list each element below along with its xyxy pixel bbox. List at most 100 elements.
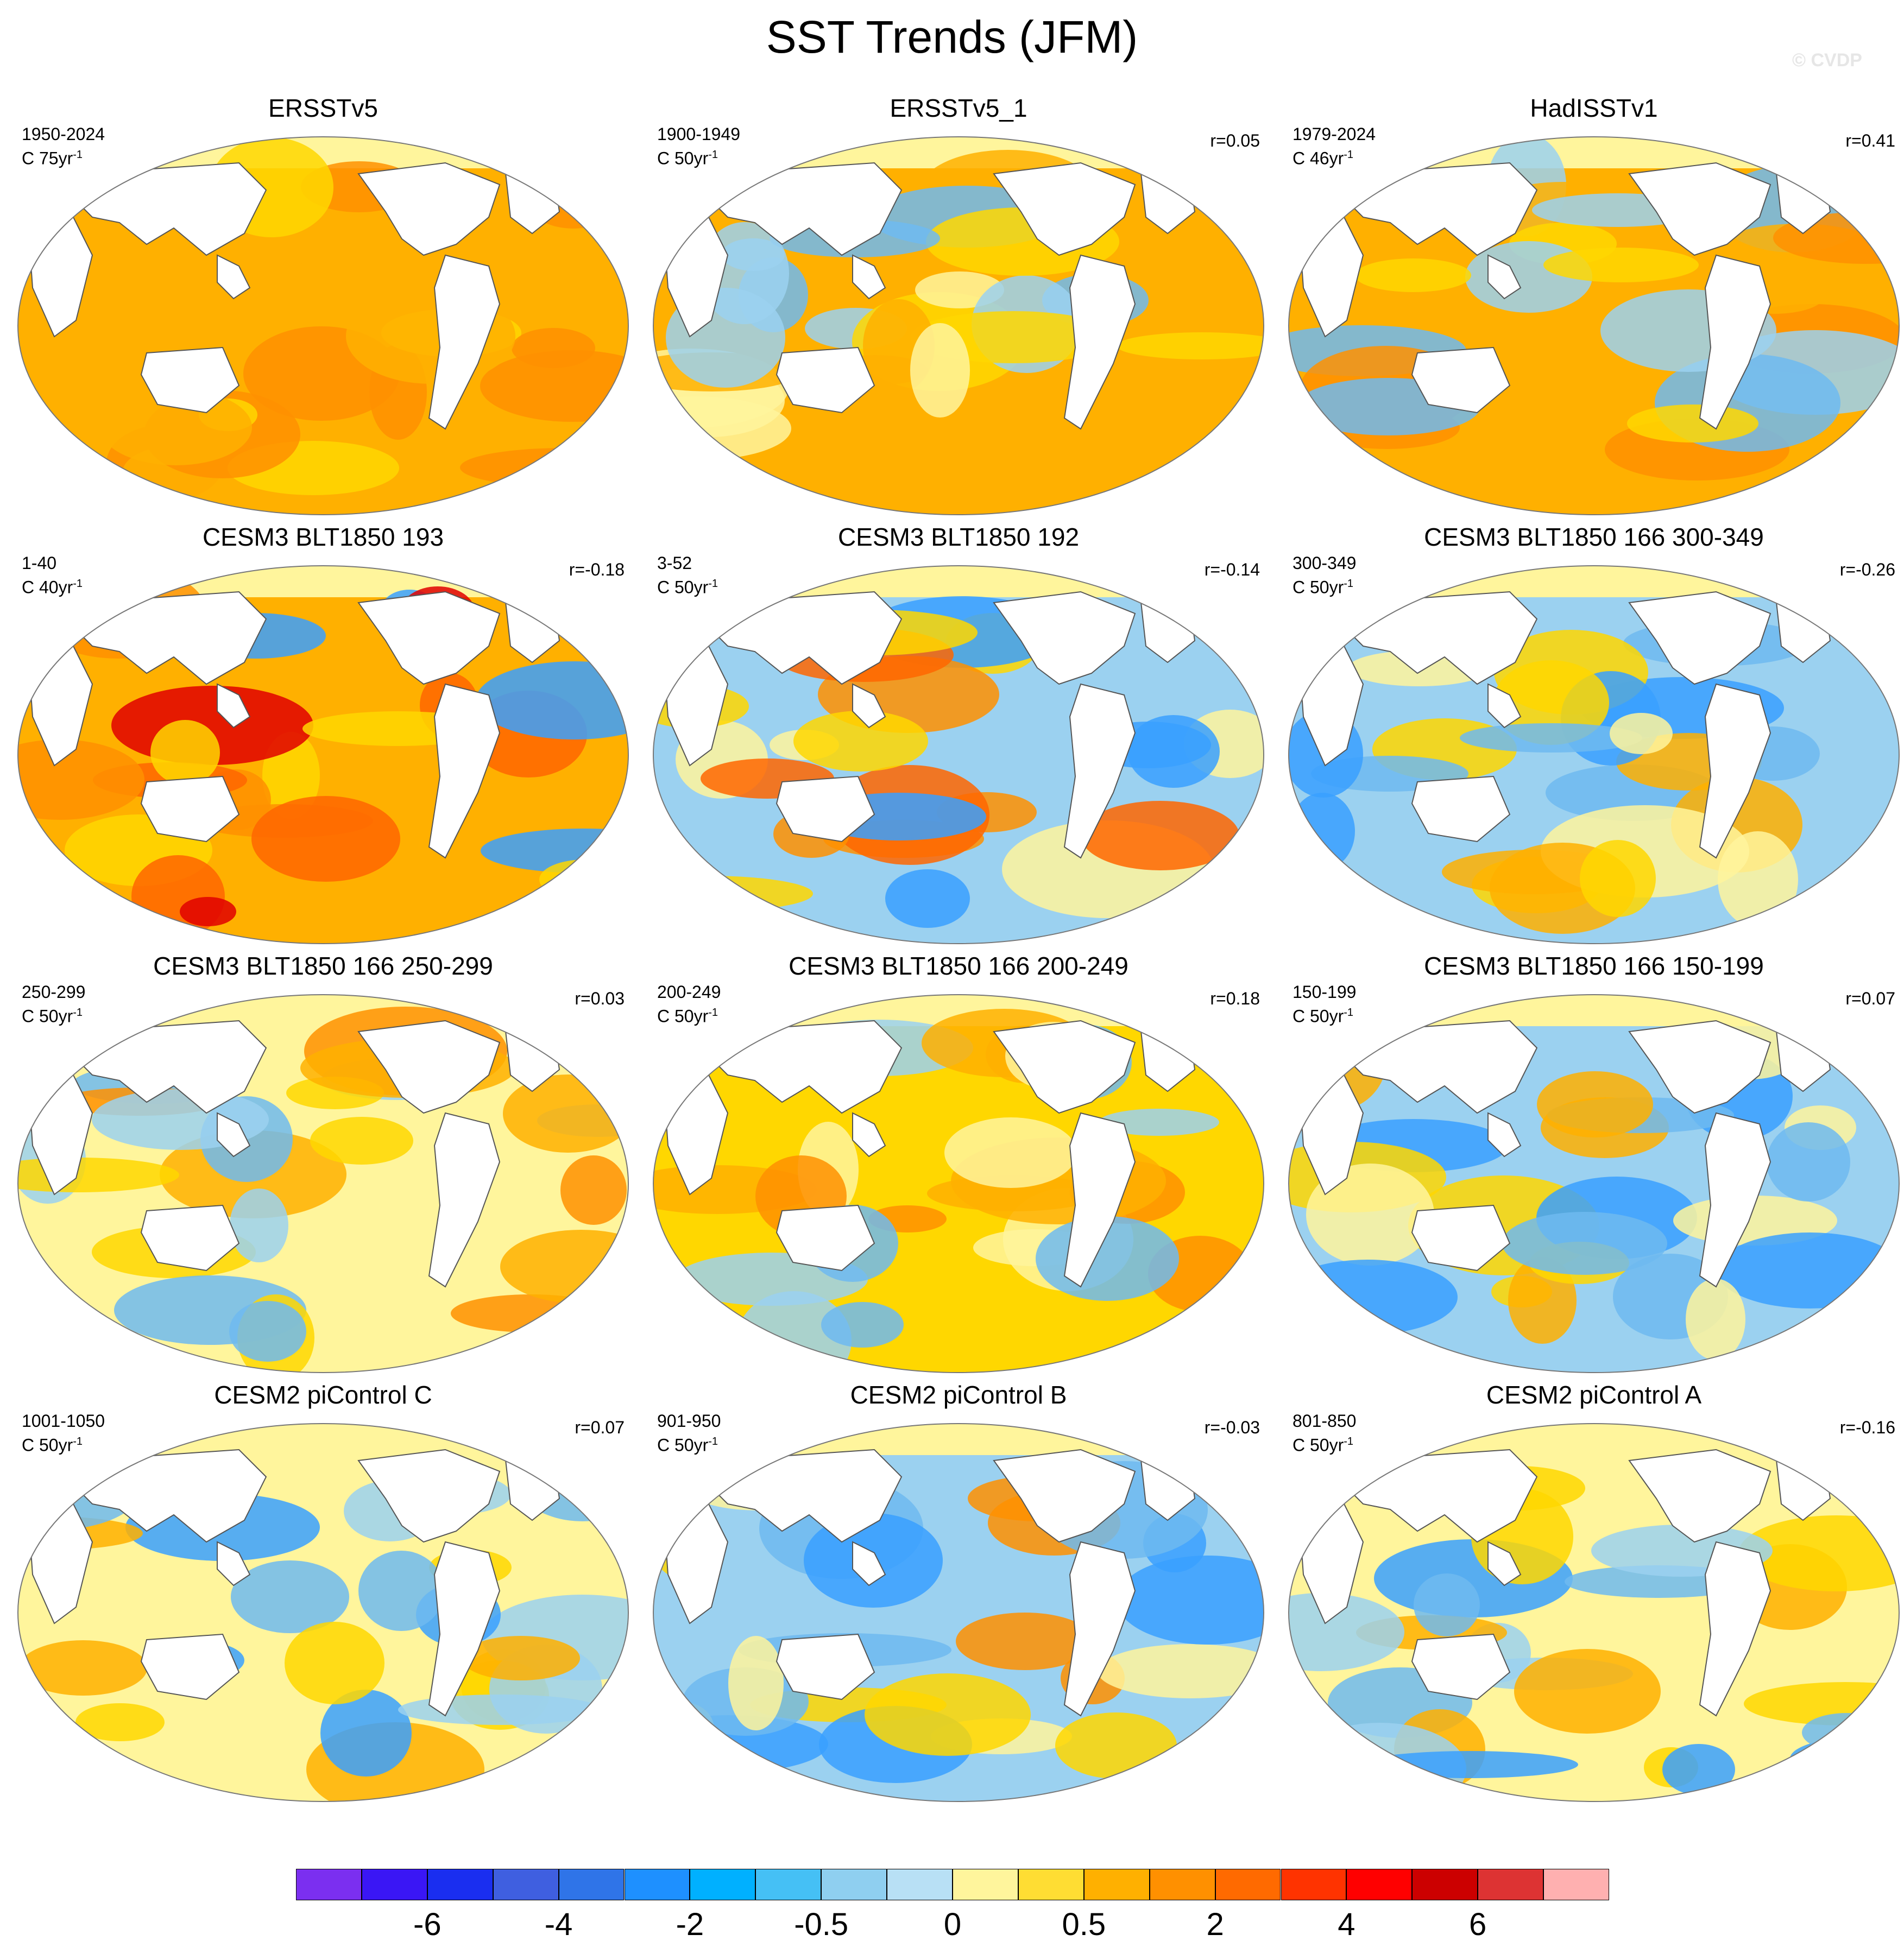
anomaly-patch (944, 1117, 1077, 1188)
panel-title: CESM3 BLT1850 192 (837, 523, 1080, 551)
land-mass (217, 1112, 251, 1158)
colorbar-swatch (624, 1869, 690, 1900)
colorbar-swatch (493, 1869, 559, 1900)
colorbar-swatch (953, 1869, 1018, 1900)
anomaly-patch (150, 720, 220, 785)
map-panel: CESM2 piControl C 1001-1050 C 50yr-1 r=0.07 (11, 1379, 635, 1808)
land-mass (1487, 1112, 1522, 1158)
map-outline (17, 1423, 629, 1802)
robinson-map (653, 994, 1264, 1373)
anomaly-patch (1493, 660, 1609, 745)
anomaly-patch (358, 1551, 444, 1631)
colorbar-swatch (1215, 1869, 1281, 1900)
colorbar-swatch (887, 1869, 953, 1900)
period-label: 150-199 (1293, 982, 1357, 1002)
anomaly-patch (180, 897, 236, 926)
pattern-correlation: r=-0.16 (1839, 1418, 1895, 1437)
colorbar-swatch (1543, 1869, 1609, 1900)
anomaly-patch (1767, 1122, 1850, 1202)
colorbar-tick-label: 4 (1338, 1907, 1356, 1942)
map-panel: CESM3 BLT1850 166 200-249 200-249 C 50yr-1… (646, 950, 1271, 1379)
anomaly-patch (885, 869, 970, 928)
anomaly-patch (18, 1158, 179, 1192)
anomaly-patch (462, 1636, 580, 1680)
land-mass (1411, 1633, 1511, 1701)
map-panel: CESM3 BLT1850 166 150-199 150-199 C 50yr-1… (1282, 950, 1904, 1379)
anomaly-patch (1055, 1712, 1177, 1779)
colorbar-tick-label: -0.5 (794, 1907, 849, 1942)
map-panel: CESM3 BLT1850 192 3-52 C 50yr-1 r=-0.14 (646, 521, 1271, 950)
robinson-map (1288, 136, 1900, 515)
anomaly-patch (1460, 723, 1642, 753)
panel-title: ERSSTv5_1 (890, 94, 1027, 122)
land-mass (705, 1020, 903, 1114)
colorbar-swatch (296, 1869, 362, 1900)
arctic-band (1289, 566, 1899, 597)
land-mass (1340, 591, 1538, 685)
anomaly-patch (451, 1294, 610, 1332)
anomaly-patch (1717, 1232, 1899, 1308)
land-mass (1411, 1204, 1511, 1272)
land-mass (1340, 1449, 1538, 1543)
map-outline (1288, 136, 1900, 515)
map-panel: CESM3 BLT1850 193 1-40 C 40yr-1 r=-0.18 (11, 521, 635, 950)
anomaly-patch (1580, 840, 1656, 917)
colorbar-tick-label: 0.5 (1062, 1907, 1106, 1942)
anomaly-patch (503, 1074, 628, 1153)
land-mass (993, 1449, 1136, 1543)
pattern-correlation: r=0.18 (1210, 989, 1260, 1008)
anomaly-patch (476, 661, 628, 739)
land-mass (1628, 1449, 1771, 1543)
map-panel: HadISSTv1 1979-2024 C 46yr-1 r=0.41 (1282, 92, 1904, 521)
land-mass (428, 1112, 501, 1288)
robinson-map (653, 1423, 1264, 1802)
colorbar-tick-label: -4 (544, 1907, 573, 1942)
units-label: C 50yr-1 (1293, 1435, 1354, 1455)
land-mass (1699, 1541, 1771, 1717)
anomaly-patch (229, 1301, 306, 1362)
anomaly-patch (18, 739, 144, 820)
land-mass (1063, 1541, 1136, 1717)
land-mass (217, 1541, 251, 1586)
map-outline (17, 136, 629, 515)
colorbar-swatch (1478, 1869, 1544, 1900)
anomaly-patch (728, 1636, 784, 1730)
colorbar-swatch (1281, 1869, 1347, 1900)
land-mass (1063, 1112, 1136, 1288)
land-mass (428, 683, 501, 859)
robinson-map (653, 136, 1264, 515)
land-mass (705, 591, 903, 685)
colorbar-swatch (558, 1869, 625, 1900)
land-mass (217, 683, 251, 729)
land-mass (776, 1633, 875, 1701)
panel-title: ERSSTv5 (268, 94, 378, 122)
land-mass (1628, 591, 1771, 685)
units-label: C 46yr-1 (1293, 148, 1354, 168)
land-mass (357, 591, 501, 685)
land-mass (140, 1204, 240, 1272)
anomaly-patch (1514, 1649, 1661, 1734)
colorbar-tick-label: 6 (1469, 1907, 1487, 1942)
map-panel: CESM2 piControl B 901-950 C 50yr-1 r=-0.03 (646, 1379, 1271, 1808)
anomaly-patch (398, 1695, 602, 1725)
map-outline (1288, 994, 1900, 1373)
map-panel: ERSSTv5 1950-2024 C 75yr-1 (11, 92, 635, 521)
map-outline (653, 1423, 1264, 1802)
land-mass (993, 162, 1136, 256)
units-label: C 50yr-1 (22, 1006, 83, 1026)
figure-title: SST Trends (JFM) (766, 11, 1138, 62)
anomaly-patch (1117, 332, 1264, 359)
units-label: C 50yr-1 (1293, 1006, 1354, 1026)
anomaly-patch (1414, 1573, 1480, 1636)
land-mass (776, 1204, 875, 1272)
period-label: 3-52 (657, 553, 692, 573)
anomaly-patch (956, 1613, 1094, 1670)
anomaly-patch (460, 448, 628, 487)
map-panel: CESM3 BLT1850 166 250-299 250-299 C 50yr-1… (11, 950, 635, 1379)
units-label: C 50yr-1 (1293, 577, 1354, 597)
panel-title: HadISSTv1 (1530, 94, 1658, 122)
robinson-map (1288, 994, 1900, 1373)
arctic-band (18, 566, 628, 597)
colorbar-swatch (690, 1869, 756, 1900)
robinson-map (17, 136, 629, 515)
